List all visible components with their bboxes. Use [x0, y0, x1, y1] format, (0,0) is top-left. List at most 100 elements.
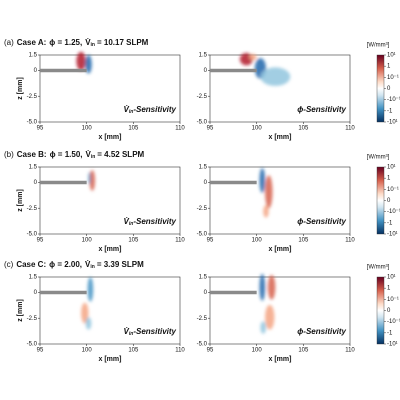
y-tick-label: 0: [204, 180, 208, 186]
caption-subscript: in: [129, 331, 133, 337]
field-blob: [260, 67, 291, 86]
subplot: 95 100 105 110 1.5 0 -2.5 -5.0 x [mm] z [mm] V̇in-…: [17, 165, 186, 253]
colorbar: [376, 54, 385, 123]
x-tick-label: 100: [252, 126, 263, 132]
field: [259, 273, 276, 334]
y-tick-label: -5.0: [27, 342, 38, 348]
y-tick-label: 1.5: [29, 275, 38, 281]
subplot-caption: ϕ-Sensitivity: [297, 327, 346, 336]
x-tick-label: 105: [128, 238, 139, 244]
case-name: Case C:: [16, 260, 46, 269]
colorbar-tick-label: -10¹: [387, 120, 398, 126]
plot-area: [209, 166, 351, 235]
field: [76, 51, 92, 74]
x-tick-label: 110: [345, 348, 355, 354]
y-tick-label: 0: [34, 290, 38, 296]
field: [239, 52, 291, 86]
subplot: 95 100 105 110 1.5 0 -2.5 -5.0 x [mm] z [mm] V̇in-…: [17, 51, 185, 141]
colorbar-tick-label: -10⁻¹: [387, 97, 400, 103]
y-tick-label: 0: [34, 180, 38, 186]
y-tick-label: -5.0: [27, 232, 38, 238]
caption-text: ϕ-Sensitivity: [297, 105, 346, 114]
field-blob: [87, 277, 94, 302]
subplot: 95 100 105 110 1.5 0 -2.5 -5.0 x [mm] z [mm] V̇in-…: [17, 275, 186, 363]
panel-label: (a): [4, 38, 14, 47]
panel-label: (c): [4, 260, 14, 269]
y-tick-label: -5.0: [197, 232, 208, 238]
field-blob: [85, 317, 92, 330]
flow-subscript: in: [91, 42, 95, 48]
x-tick-label: 100: [82, 126, 93, 132]
y-tick-label: 1.5: [29, 165, 38, 171]
x-axis-label: x [mm]: [269, 246, 292, 253]
colorbar-tick-label: 0: [387, 308, 391, 314]
panel-title: (b) Case B: ϕ = 1.50, V̇in = 4.52 SLPM: [4, 150, 145, 160]
x-tick-label: 105: [298, 126, 309, 132]
caption-text: ϕ-Sensitivity: [297, 327, 346, 336]
colorbar-tick-label: 10¹: [387, 53, 396, 59]
colorbar-tick-label: -1: [387, 220, 393, 226]
phi-value: ϕ = 1.25,: [49, 38, 82, 47]
y-tick-label: -5.0: [27, 120, 38, 126]
y-tick-label: 1.5: [199, 275, 208, 281]
subplot-caption: V̇in-Sensitivity: [124, 327, 177, 337]
caption-text: -Sensitivity: [133, 327, 176, 336]
plot-area: [39, 166, 181, 235]
x-tick-label: 110: [345, 238, 355, 244]
colorbar-unit: [W/mm³]: [367, 43, 390, 49]
flow-subscript: in: [90, 264, 94, 270]
plot-area: [209, 54, 351, 123]
x-axis-label: x [mm]: [99, 246, 122, 253]
y-axis-label: z [mm]: [17, 77, 24, 100]
colorbar: [376, 276, 385, 345]
y-tick-label: -2.5: [27, 206, 38, 212]
y-tick-label: -2.5: [197, 94, 208, 100]
field: [88, 170, 96, 191]
x-tick-label: 110: [175, 348, 185, 354]
y-tick-label: -2.5: [197, 206, 208, 212]
colorbar-tick-label: -10¹: [387, 232, 398, 238]
subplot: 95 100 105 110 1.5 0 -2.5 -5.0 x [mm] ϕ-Sensitivi…: [197, 273, 355, 363]
colorbar-tick-label: -1: [387, 108, 393, 114]
y-tick-label: -5.0: [197, 342, 208, 348]
plot-area: [209, 276, 351, 345]
y-tick-label: 1.5: [199, 53, 208, 59]
panel-label: (b): [4, 150, 14, 159]
subplot-caption: V̇in-Sensitivity: [124, 217, 177, 227]
x-tick-label: 105: [128, 126, 139, 132]
field-blob: [89, 170, 96, 191]
colorbar-tick-label: 10¹: [387, 165, 396, 171]
caption-text: ϕ-Sensitivity: [297, 217, 346, 226]
field-blob: [259, 273, 266, 301]
colorbar-tick-label: -10¹: [387, 342, 398, 348]
colorbar-tick-label: 1: [387, 176, 391, 182]
x-tick-label: 100: [82, 348, 93, 354]
x-axis-label: x [mm]: [99, 134, 122, 141]
caption-symbol: V̇: [124, 105, 130, 114]
subplot-caption: V̇in-Sensitivity: [124, 105, 177, 115]
colorbar-tick-label: 10⁻¹: [387, 187, 399, 193]
caption-symbol: V̇: [124, 327, 130, 336]
x-tick-label: 95: [207, 238, 214, 244]
x-tick-label: 110: [175, 238, 185, 244]
phi-value: ϕ = 1.50,: [50, 150, 83, 159]
x-tick-label: 105: [128, 348, 139, 354]
x-tick-label: 100: [252, 348, 263, 354]
flow-value: = 10.17 SLPM: [97, 38, 149, 47]
y-axis-label: z [mm]: [17, 299, 24, 322]
x-tick-label: 100: [252, 238, 263, 244]
subplot: 95 100 105 110 1.5 0 -2.5 -5.0 x [mm] ϕ-Sensitivi…: [197, 53, 356, 141]
x-tick-label: 110: [345, 126, 355, 132]
field-blob: [265, 304, 275, 330]
caption-symbol: V̇: [124, 217, 130, 226]
field-blob: [249, 53, 257, 61]
colorbar-tick-label: 10¹: [387, 275, 396, 281]
y-tick-label: 0: [34, 68, 38, 74]
colorbar-unit: [W/mm³]: [367, 265, 390, 271]
colorbar-tick-label: 0: [387, 198, 391, 204]
colorbar-tick-label: 10⁻¹: [387, 75, 399, 81]
plot-area: [39, 54, 181, 123]
flow-symbol: V̇: [85, 38, 91, 47]
y-tick-label: -2.5: [27, 316, 38, 322]
caption-subscript: in: [129, 221, 133, 227]
